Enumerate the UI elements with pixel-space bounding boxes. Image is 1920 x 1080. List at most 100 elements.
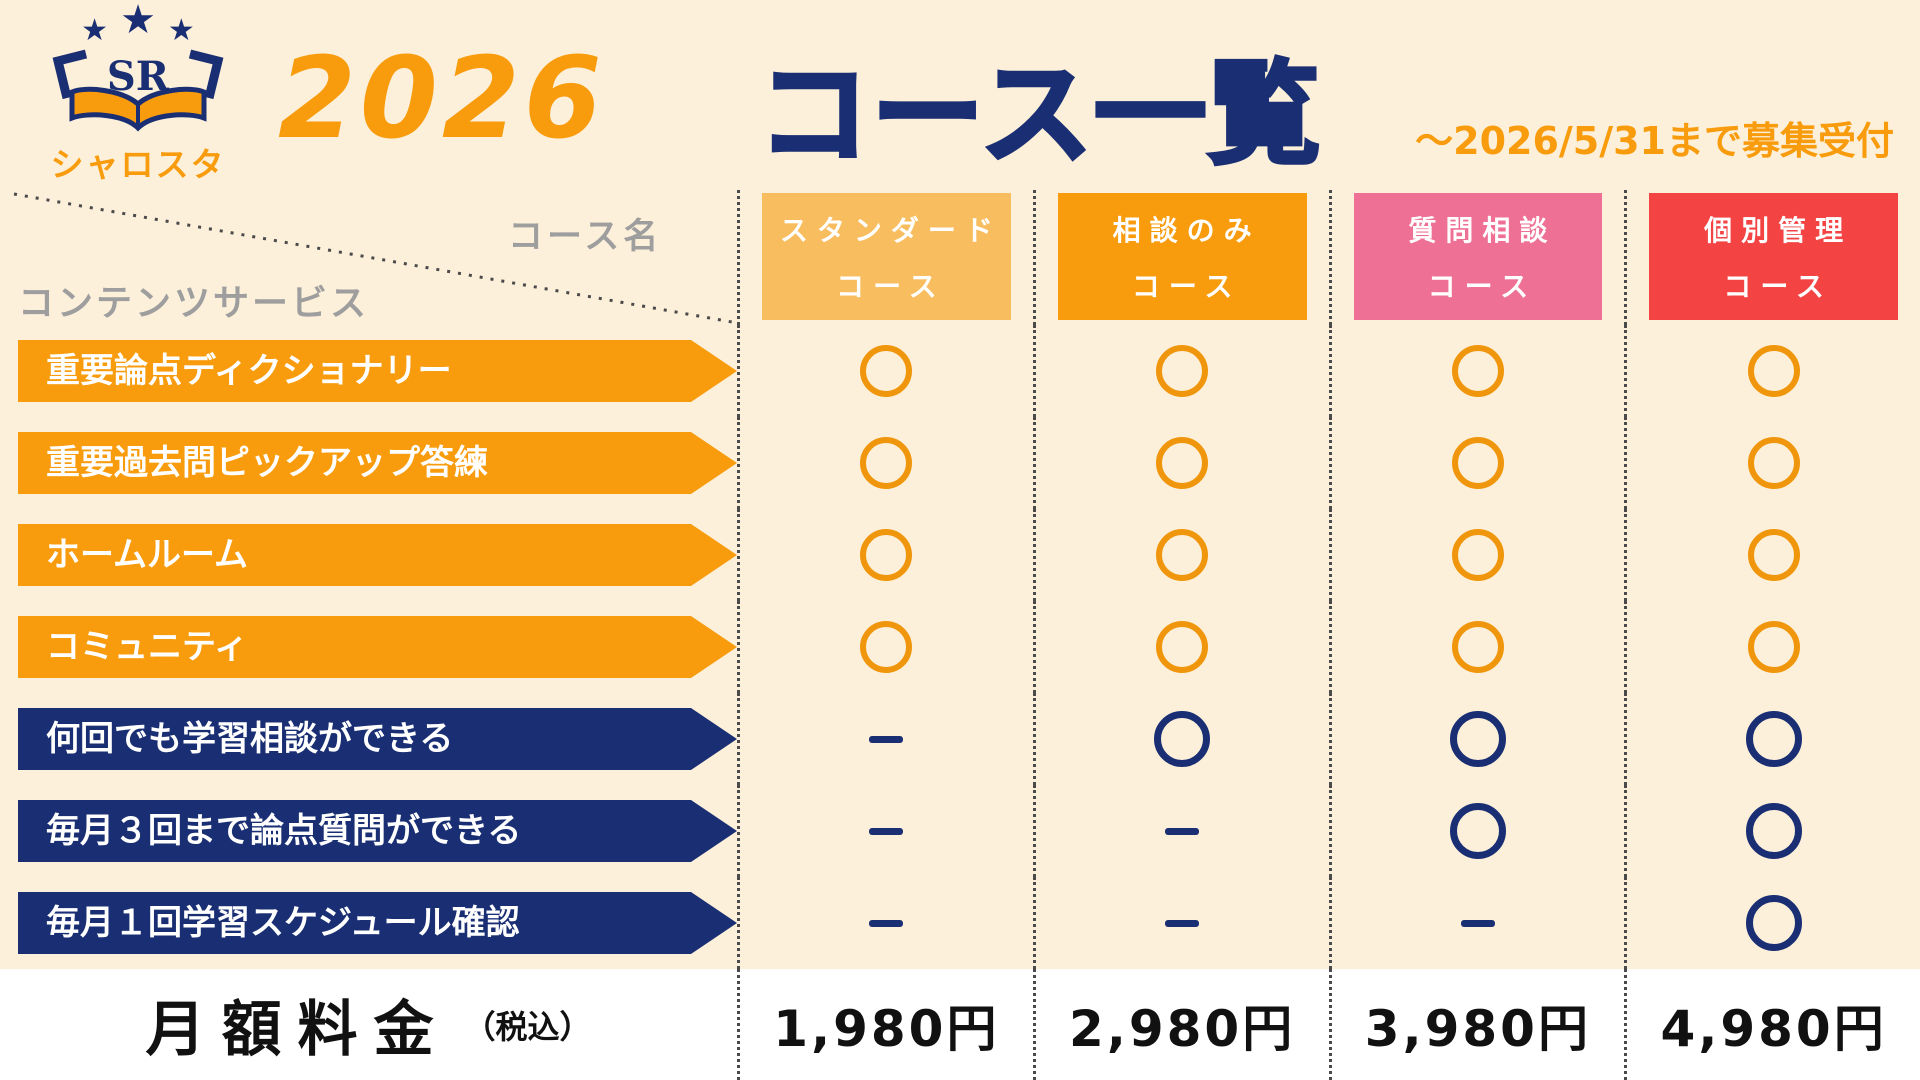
course-name-line: コース <box>1427 269 1538 303</box>
feature-row-label: 重要過去問ピックアップ答練 <box>0 417 737 509</box>
course-header-box: 相談のみ コース <box>1057 193 1307 320</box>
course-header-box: スタンダード コース <box>762 193 1011 320</box>
circle-included-icon <box>1747 437 1800 489</box>
circle-included-icon <box>1451 529 1504 581</box>
circle-included-icon <box>1154 711 1211 767</box>
circle-included-icon <box>1747 621 1800 673</box>
feature-value-cell <box>1032 785 1329 877</box>
feature-label-arrow: 重要過去問ピックアップ答練 <box>18 432 737 494</box>
feature-value-cell <box>737 785 1033 877</box>
feature-value-cell <box>1328 785 1625 877</box>
course-header-consult-only: 相談のみ コース <box>1032 190 1329 325</box>
circle-included-icon <box>1449 803 1506 859</box>
price-individual: 4,980円 <box>1624 969 1920 1080</box>
feature-row-label: 毎月１回学習スケジュール確認 <box>0 877 737 969</box>
feature-row-label: 何回でも学習相談ができる <box>0 693 737 785</box>
feature-row-label: コミュニティ <box>0 601 737 693</box>
dash-not-included-icon <box>1165 919 1200 927</box>
circle-included-icon <box>1745 711 1802 767</box>
feature-value-cell <box>1624 509 1920 601</box>
price-standard: 1,980円 <box>737 969 1033 1080</box>
circle-included-icon <box>1747 345 1800 397</box>
feature-value-cell <box>1032 325 1329 417</box>
stars-icon: ★ ★ ★ <box>18 0 258 48</box>
feature-value-cell <box>1328 325 1625 417</box>
tax-included-label: （税込） <box>463 1007 592 1046</box>
feature-value-cell <box>737 509 1033 601</box>
circle-included-icon <box>1156 529 1209 581</box>
circle-included-icon <box>1449 711 1506 767</box>
feature-value-cell <box>1032 509 1329 601</box>
course-name-line: 相談のみ <box>1112 213 1261 247</box>
circle-included-icon <box>1451 621 1504 673</box>
deadline-note: ～2026/5/31まで募集受付 <box>1415 119 1894 163</box>
header: ★ ★ ★ SR シャロスタ 2026 コース一覧 ～2026/5/31まで募集… <box>0 0 1920 190</box>
feature-value-cell <box>1624 785 1920 877</box>
year-label: 2026 <box>278 34 606 164</box>
feature-value-cell <box>1032 693 1329 785</box>
feature-value-cell <box>1624 601 1920 693</box>
course-name-line: コース <box>1723 269 1833 303</box>
feature-value-cell <box>1624 417 1920 509</box>
price-title: 月額料金 <box>145 995 450 1065</box>
feature-value-cell <box>737 693 1033 785</box>
brand-name: シャロスタ <box>50 145 226 184</box>
feature-value-cell <box>1624 693 1920 785</box>
circle-included-icon <box>1156 345 1209 397</box>
feature-label-arrow: 毎月１回学習スケジュール確認 <box>18 892 737 954</box>
feature-value-cell <box>737 877 1033 969</box>
course-name-line: コース <box>1131 269 1242 303</box>
star-icon: ★ <box>81 13 109 48</box>
comparison-table: コース名 コンテンツサービス スタンダード コース 相談のみ コース 質問相談 … <box>0 190 1920 1080</box>
feature-value-cell <box>1328 601 1625 693</box>
feature-row-label: ホームルーム <box>0 509 737 601</box>
course-name-line: 個別管理 <box>1704 213 1853 247</box>
feature-value-cell <box>737 601 1033 693</box>
course-header-question-consult: 質問相談 コース <box>1328 190 1625 325</box>
feature-label-arrow: 重要論点ディクショナリー <box>18 340 737 402</box>
course-header-standard: スタンダード コース <box>737 190 1033 325</box>
course-name-line: スタンダード <box>779 213 1002 247</box>
course-name-label: コース名 <box>508 217 663 257</box>
circle-included-icon <box>860 621 913 673</box>
feature-label-arrow: 何回でも学習相談ができる <box>18 708 737 770</box>
feature-value-cell <box>1032 417 1329 509</box>
page-title: コース一覧 <box>756 48 1323 182</box>
circle-included-icon <box>860 529 913 581</box>
circle-included-icon <box>1745 895 1802 951</box>
feature-value-cell <box>1032 601 1329 693</box>
dash-not-included-icon <box>869 735 904 743</box>
feature-value-cell <box>1624 325 1920 417</box>
course-name-line: 質問相談 <box>1408 213 1557 247</box>
brand-logo: ★ ★ ★ SR シャロスタ <box>18 0 258 186</box>
course-header-box: 個別管理 コース <box>1649 193 1898 320</box>
dash-not-included-icon <box>869 919 904 927</box>
circle-included-icon <box>1451 345 1504 397</box>
feature-label-arrow: ホームルーム <box>18 524 737 586</box>
feature-value-cell <box>737 417 1033 509</box>
table-corner: コース名 コンテンツサービス <box>0 190 737 325</box>
feature-value-cell <box>1032 877 1329 969</box>
course-header-box: 質問相談 コース <box>1353 193 1603 320</box>
course-name-line: コース <box>836 269 946 303</box>
dash-not-included-icon <box>869 827 904 835</box>
circle-included-icon <box>1747 529 1800 581</box>
circle-included-icon <box>1156 621 1209 673</box>
feature-label-arrow: 毎月３回まで論点質問ができる <box>18 800 737 862</box>
star-icon: ★ <box>167 13 195 48</box>
course-header-individual: 個別管理 コース <box>1624 190 1920 325</box>
feature-value-cell <box>1624 877 1920 969</box>
circle-included-icon <box>860 437 913 489</box>
price-row-label: 月額料金 （税込） <box>0 969 737 1080</box>
circle-included-icon <box>1156 437 1209 489</box>
feature-value-cell <box>1328 417 1625 509</box>
feature-value-cell <box>1328 509 1625 601</box>
star-icon: ★ <box>120 0 156 43</box>
open-book-logo-icon: SR <box>52 49 224 132</box>
feature-row-label: 毎月３回まで論点質問ができる <box>0 785 737 877</box>
dash-not-included-icon <box>1460 919 1495 927</box>
feature-value-cell <box>1328 693 1625 785</box>
feature-value-cell <box>737 325 1033 417</box>
feature-label-arrow: コミュニティ <box>18 616 737 678</box>
content-services-label: コンテンツサービス <box>18 283 370 324</box>
